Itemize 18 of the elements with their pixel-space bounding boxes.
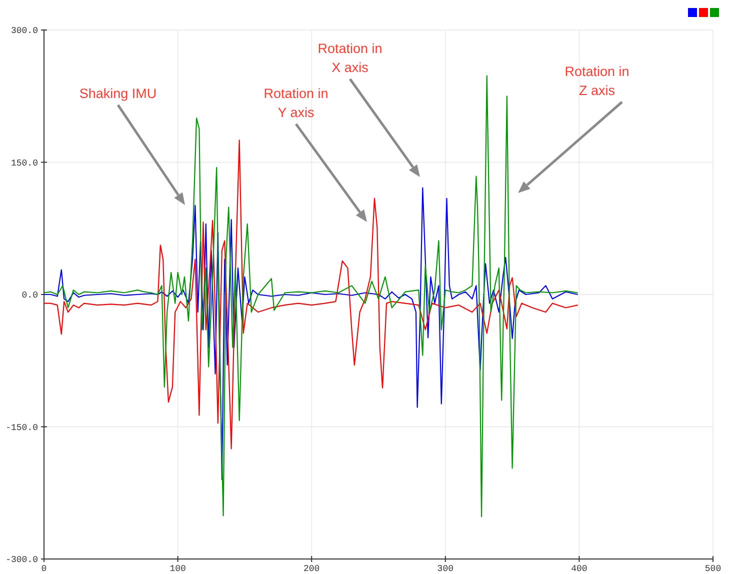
line-series: [43, 75, 578, 518]
annotation: Shaking IMU: [79, 86, 157, 101]
x-tick-label: 400: [571, 564, 588, 574]
x-tick-label: 0: [41, 564, 47, 574]
annotation: Rotation in Z axis: [564, 64, 630, 98]
y-tick-label: 300.0: [10, 26, 38, 36]
y-tick-label: -150.0: [6, 422, 38, 433]
x-tick-label: 500: [704, 564, 722, 574]
x-tick-label: 300: [437, 564, 454, 574]
line-series: [43, 187, 578, 480]
y-tick-label: -300.0: [6, 555, 38, 565]
x-tick-label: 200: [304, 564, 320, 574]
y-tick-label: 0.0: [22, 290, 38, 300]
x-tick-label: 100: [170, 564, 186, 574]
line-series: [43, 140, 578, 450]
annotation: Rotation in X axis: [318, 41, 382, 75]
y-tick-label: 150.0: [10, 158, 38, 168]
annotation: Rotation in Y axis: [264, 86, 328, 120]
